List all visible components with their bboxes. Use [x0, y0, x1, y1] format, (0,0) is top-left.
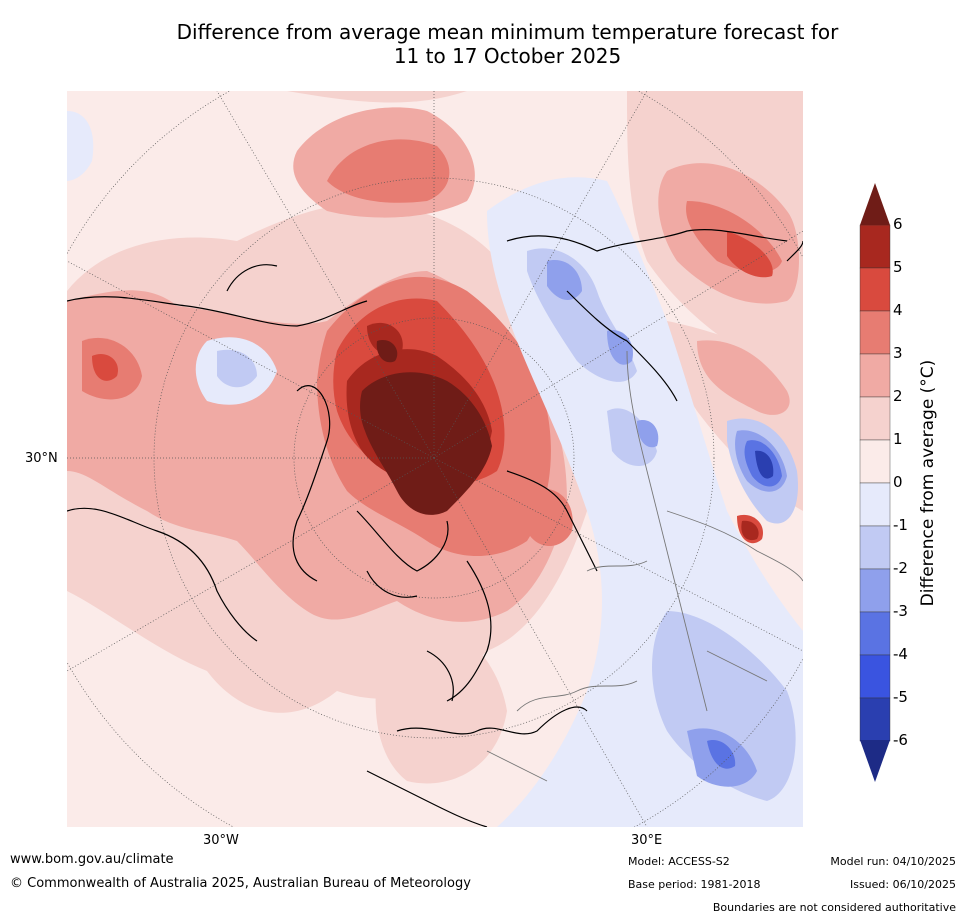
colorbar-tick-label: 6	[893, 215, 903, 233]
colorbar-tick-label: 5	[893, 258, 903, 276]
country-borders	[486, 350, 803, 782]
colorbar-tick-label: -4	[893, 645, 908, 663]
title-line-2: 11 to 17 October 2025	[393, 44, 622, 68]
latitude-label-30n: 30°N	[25, 451, 58, 466]
colorbar-band-2to3	[859, 353, 891, 398]
base-period-text: Base period: 1981-2018	[628, 878, 761, 891]
longitude-label-30w: 30°W	[203, 833, 239, 848]
colorbar-label: Difference from average (°C)	[918, 359, 938, 607]
colorbar-tick-label: -3	[893, 602, 908, 620]
colorbar-band--1to0	[859, 482, 891, 527]
graticule	[67, 91, 803, 827]
model-text: Model: ACCESS-S2	[628, 855, 730, 868]
colorbar	[859, 183, 891, 782]
anomaly-minus5to-4-region	[755, 450, 774, 479]
issued-text: Issued: 06/10/2025	[849, 878, 956, 891]
colorbar-band--3to-2	[859, 568, 891, 613]
colorbar-band-3to4	[859, 310, 891, 355]
colorbar-band-0to1	[859, 439, 891, 484]
colorbar-tick-label: 3	[893, 344, 903, 362]
anomaly-above6-region	[360, 340, 492, 515]
colorbar-band-5to6	[859, 224, 891, 269]
copyright-text: © Commonwealth of Australia 2025, Austra…	[10, 876, 471, 891]
colorbar-tick-label: 1	[893, 430, 903, 448]
colorbar-bottom-triangle	[860, 740, 890, 782]
title-line-1: Difference from average mean minimum tem…	[176, 20, 839, 44]
coastlines	[67, 229, 803, 827]
colorbar-band--6to-5	[859, 697, 891, 742]
longitude-label-30e: 30°E	[631, 833, 663, 848]
colorbar-top-triangle	[860, 183, 890, 225]
colorbar-band-1to2	[859, 396, 891, 441]
model-run-text: Model run: 04/10/2025	[830, 855, 956, 868]
colorbar-band--5to-4	[859, 654, 891, 699]
colorbar-tick-label: 4	[893, 301, 903, 319]
forecast-map	[67, 91, 803, 827]
boundaries-note: Boundaries are not considered authoritat…	[712, 901, 956, 914]
colorbar-tick-label: -6	[893, 731, 908, 749]
chart-title: Difference from average mean minimum tem…	[0, 20, 965, 68]
colorbar-tick-label: 2	[893, 387, 903, 405]
colorbar-tick-label: -2	[893, 559, 908, 577]
colorbar-tick-label: -1	[893, 516, 908, 534]
colorbar-tick-label: -5	[893, 688, 908, 706]
colorbar-band--2to-1	[859, 525, 891, 570]
colorbar-tick-label: 0	[893, 473, 903, 491]
colorbar-band-4to5	[859, 267, 891, 312]
colorbar-band--4to-3	[859, 611, 891, 656]
website-link[interactable]: www.bom.gov.au/climate	[10, 852, 174, 867]
